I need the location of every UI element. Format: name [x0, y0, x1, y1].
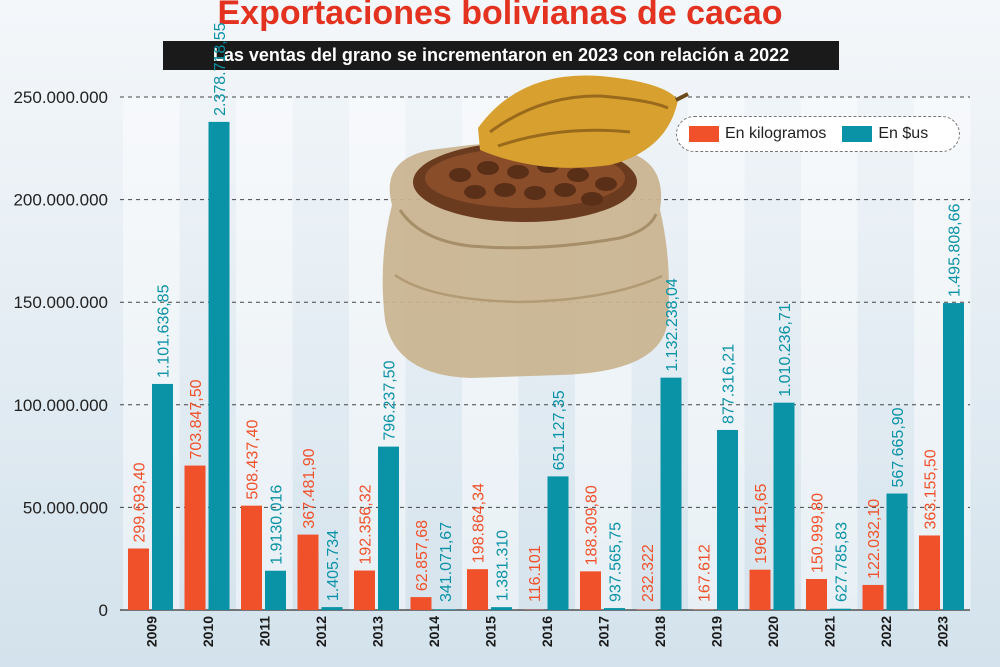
bar-kg: [749, 569, 771, 610]
bar-usd: [152, 383, 173, 610]
y-tick-label: 0: [99, 601, 108, 620]
bar-usd: [321, 607, 343, 610]
bar-usd: [830, 608, 851, 610]
y-tick-label: 250.000.000: [13, 88, 108, 107]
data-label-usd: 341.071,67: [438, 522, 455, 602]
data-label-usd: 651.127,35: [551, 390, 568, 470]
data-label-usd: 1.405.734: [325, 530, 342, 601]
data-label-kg: 150.999,80: [810, 493, 827, 573]
data-label-usd: 567.665,90: [890, 407, 907, 487]
x-tick-label: 2020: [765, 616, 781, 647]
bar-usd: [717, 429, 738, 610]
data-label-kg: 196.415,65: [753, 484, 770, 564]
data-label-kg: 167.612: [697, 544, 714, 602]
bar-kg: [580, 571, 601, 610]
x-tick-label: 2018: [652, 616, 668, 647]
bar-usd: [660, 377, 682, 610]
legend-label-kg: En kilogramos: [725, 125, 827, 142]
data-label-kg: 367.481,90: [301, 448, 318, 528]
x-tick-label: 2014: [426, 616, 442, 647]
bar-usd: [208, 121, 230, 610]
bar-usd: [547, 476, 569, 610]
x-tick-label: 2015: [482, 616, 498, 647]
data-label-usd: 877.316,21: [721, 344, 738, 424]
x-tick-label: 2011: [256, 616, 272, 647]
bar-usd: [491, 607, 512, 610]
data-label-usd: 2.378.718,55: [212, 22, 229, 116]
y-tick-label: 50.000.000: [23, 498, 108, 517]
legend-label-usd: En $us: [878, 125, 929, 142]
bar-usd: [378, 446, 399, 610]
bar-usd: [265, 570, 286, 610]
bar-kg: [919, 535, 940, 610]
x-tick-label: 2012: [313, 616, 329, 647]
legend-swatch-kg: [689, 126, 719, 142]
bar-usd: [886, 493, 908, 610]
x-tick-label: 2022: [878, 616, 894, 647]
bar-kg: [467, 569, 488, 610]
data-label-usd: 627.785,83: [834, 522, 851, 602]
data-label-kg: 299.693,40: [132, 462, 149, 542]
data-label-usd: 1.381.310: [495, 530, 512, 601]
bar-kg: [862, 584, 884, 610]
data-label-usd: 1.132.238,04: [664, 278, 681, 372]
bar-usd: [604, 608, 625, 610]
x-tick-label: 2019: [708, 616, 724, 647]
legend: En kilogramos En $us: [676, 116, 960, 152]
data-label-kg: 116.101: [527, 545, 544, 602]
x-tick-label: 2013: [369, 616, 385, 647]
bar-usd: [434, 609, 456, 610]
bar-usd: [943, 303, 964, 610]
data-label-usd: 1.101.636,85: [156, 284, 173, 378]
column-band: [801, 97, 858, 610]
data-label-usd: 1.010.236,71: [777, 303, 794, 397]
data-label-kg: 122.032,10: [866, 499, 883, 579]
data-label-kg: 703.847,50: [188, 379, 205, 459]
chart-subtitle: Las ventas del grano se incrementaron en…: [163, 41, 839, 70]
bar-usd: [773, 402, 795, 610]
bar-kg: [354, 570, 375, 610]
x-tick-label: 2021: [821, 616, 837, 647]
legend-item-usd: En $us: [842, 125, 928, 143]
data-label-usd: 1.9130.016: [269, 485, 286, 565]
bar-kg: [410, 597, 432, 610]
chart-title: Exportaciones bolivianas de cacao: [217, 0, 783, 32]
data-label-kg: 232.322: [640, 544, 657, 602]
data-label-usd: 796.237,50: [382, 360, 399, 440]
bar-kg: [128, 548, 149, 610]
data-label-kg: 508.437,40: [245, 419, 262, 499]
x-tick-label: 2023: [934, 616, 950, 647]
bar-kg: [184, 465, 206, 610]
y-tick-label: 100.000.000: [13, 396, 108, 415]
data-label-kg: 192.356,32: [358, 484, 375, 564]
data-label-kg: 62.857,68: [414, 520, 431, 591]
data-label-kg: 198.864,34: [471, 483, 488, 563]
y-tick-label: 200.000.000: [13, 191, 108, 210]
data-label-usd: 1.495.808,66: [947, 204, 964, 298]
x-tick-label: 2016: [539, 616, 555, 647]
bar-kg: [297, 534, 319, 610]
data-label-kg: 363.155,50: [923, 449, 940, 529]
legend-item-kg: En kilogramos: [689, 125, 826, 143]
data-label-usd: 937.565,75: [608, 522, 625, 602]
x-tick-label: 2009: [143, 616, 159, 647]
bar-kg: [806, 579, 827, 610]
data-label-kg: 188.309,80: [584, 485, 601, 565]
x-tick-label: 2017: [595, 616, 611, 647]
bar-kg: [241, 505, 262, 610]
x-tick-label: 2010: [200, 616, 216, 647]
legend-swatch-usd: [842, 126, 873, 142]
cocoa-sack-icon: [382, 75, 689, 378]
y-tick-label: 150.000.000: [13, 293, 108, 312]
